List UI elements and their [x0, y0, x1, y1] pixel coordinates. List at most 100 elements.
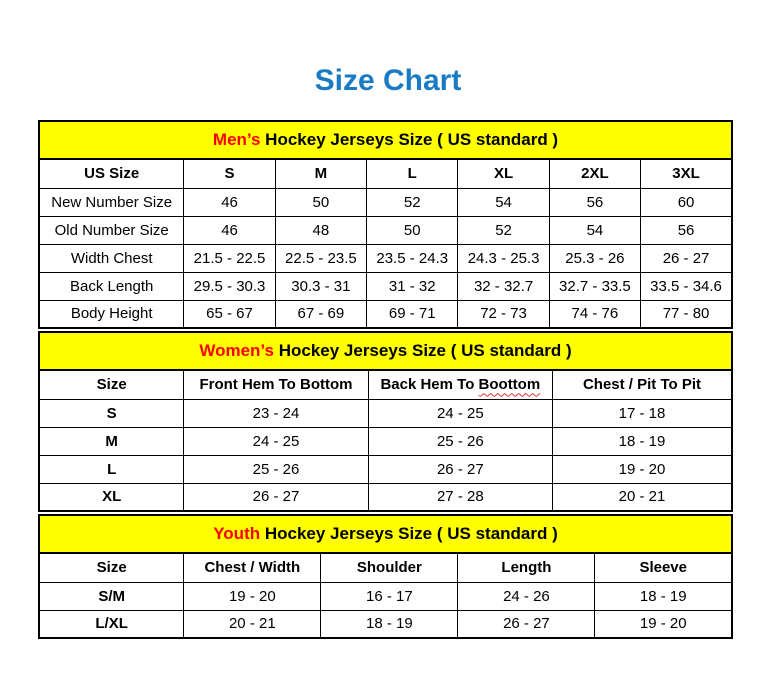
- table-cell: 16 - 17: [320, 581, 459, 611]
- table-row: XL 26 - 27 27 - 28 20 - 21: [38, 482, 733, 512]
- row-label: L: [38, 454, 185, 484]
- mens-section-title-highlight: Men’s: [212, 130, 261, 149]
- table-cell: 54: [457, 187, 550, 217]
- table-cell: 22.5 - 23.5: [274, 243, 368, 273]
- table-cell: 52: [366, 187, 459, 217]
- table-cell: 32 - 32.7: [457, 271, 550, 301]
- mens-header-row: US Size S M L XL 2XL 3XL: [38, 158, 733, 189]
- table-cell: 21.5 - 22.5: [183, 243, 276, 273]
- table-cell: 20 - 21: [183, 609, 322, 639]
- row-label: Width Chest: [38, 243, 185, 273]
- column-header: XL: [457, 158, 550, 189]
- table-cell: 26 - 27: [457, 609, 596, 639]
- table-cell: 24 - 25: [367, 398, 553, 428]
- table-cell: 33.5 - 34.6: [640, 271, 733, 301]
- row-label: M: [38, 426, 185, 456]
- youth-section-title-highlight: Youth: [213, 524, 261, 543]
- table-cell: 50: [274, 187, 368, 217]
- mens-size-table: Men’s Hockey Jerseys Size ( US standard …: [38, 120, 733, 329]
- table-cell: 77 - 80: [640, 299, 733, 329]
- size-chart-tables: Men’s Hockey Jerseys Size ( US standard …: [38, 120, 733, 639]
- table-cell: 19 - 20: [551, 454, 733, 484]
- table-row: New Number Size 46 50 52 54 56 60: [38, 187, 733, 217]
- column-header: Shoulder: [320, 552, 459, 583]
- table-cell: 29.5 - 30.3: [183, 271, 276, 301]
- table-cell: 74 - 76: [548, 299, 642, 329]
- youth-section-title: Youth Hockey Jerseys Size ( US standard …: [38, 514, 733, 554]
- table-cell: 67 - 69: [274, 299, 368, 329]
- womens-section-title: Women’s Hockey Jerseys Size ( US standar…: [38, 331, 733, 371]
- table-cell: 24.3 - 25.3: [457, 243, 550, 273]
- table-cell: 26 - 27: [183, 482, 369, 512]
- table-cell: 18 - 19: [594, 581, 733, 611]
- table-cell: 24 - 25: [183, 426, 369, 456]
- table-cell: 48: [274, 215, 368, 245]
- table-row: Body Height 65 - 67 67 - 69 69 - 71 72 -…: [38, 299, 733, 329]
- table-cell: 32.7 - 33.5: [548, 271, 642, 301]
- column-header: 3XL: [640, 158, 733, 189]
- column-header: US Size: [38, 158, 185, 189]
- womens-section-title-highlight: Women’s: [199, 341, 274, 360]
- table-cell: 52: [457, 215, 550, 245]
- table-cell: 31 - 32: [366, 271, 459, 301]
- youth-size-table: Youth Hockey Jerseys Size ( US standard …: [38, 514, 733, 639]
- table-cell: 20 - 21: [551, 482, 733, 512]
- table-cell: 18 - 19: [551, 426, 733, 456]
- column-header: Size: [38, 369, 185, 400]
- table-row: L 25 - 26 26 - 27 19 - 20: [38, 454, 733, 484]
- row-label: Body Height: [38, 299, 185, 329]
- table-row: Width Chest 21.5 - 22.5 22.5 - 23.5 23.5…: [38, 243, 733, 273]
- youth-section-title-rest: Hockey Jerseys Size ( US standard ): [260, 524, 558, 543]
- table-cell: 54: [548, 215, 642, 245]
- table-row: S 23 - 24 24 - 25 17 - 18: [38, 398, 733, 428]
- youth-header-row: Size Chest / Width Shoulder Length Sleev…: [38, 552, 733, 583]
- womens-size-table: Women’s Hockey Jerseys Size ( US standar…: [38, 331, 733, 512]
- misspelled-word: Boottom: [478, 376, 541, 394]
- womens-header-row: Size Front Hem To Bottom Back Hem To Boo…: [38, 369, 733, 400]
- mens-section-title-rest: Hockey Jerseys Size ( US standard ): [260, 130, 559, 149]
- table-cell: 26 - 27: [640, 243, 733, 273]
- row-label: Back Length: [38, 271, 185, 301]
- table-row: L/XL 20 - 21 18 - 19 26 - 27 19 - 20: [38, 609, 733, 639]
- table-cell: 25.3 - 26: [548, 243, 642, 273]
- column-header: 2XL: [548, 158, 642, 189]
- row-label: Old Number Size: [38, 215, 185, 245]
- column-header: L: [366, 158, 459, 189]
- column-header: Sleeve: [594, 552, 733, 583]
- column-header: Chest / Pit To Pit: [551, 369, 733, 400]
- row-label: L/XL: [38, 609, 185, 639]
- page-title: Size Chart: [314, 64, 462, 97]
- table-cell: 18 - 19: [320, 609, 459, 639]
- womens-band-row: Women’s Hockey Jerseys Size ( US standar…: [38, 331, 733, 371]
- womens-section-title-rest: Hockey Jerseys Size ( US standard ): [273, 341, 572, 360]
- table-cell: 56: [548, 187, 642, 217]
- table-row: S/M 19 - 20 16 - 17 24 - 26 18 - 19: [38, 581, 733, 611]
- column-header: Size: [38, 552, 185, 583]
- table-cell: 69 - 71: [366, 299, 459, 329]
- column-header-text: Back Hem To: [380, 376, 479, 394]
- table-row: Back Length 29.5 - 30.3 30.3 - 31 31 - 3…: [38, 271, 733, 301]
- mens-section-title: Men’s Hockey Jerseys Size ( US standard …: [38, 120, 733, 160]
- row-label: S: [38, 398, 185, 428]
- table-cell: 17 - 18: [551, 398, 733, 428]
- column-header-misspelled: Back Hem To Boottom: [367, 369, 553, 400]
- table-cell: 23.5 - 24.3: [366, 243, 459, 273]
- table-cell: 25 - 26: [183, 454, 369, 484]
- table-cell: 26 - 27: [367, 454, 553, 484]
- table-cell: 50: [366, 215, 459, 245]
- row-label: New Number Size: [38, 187, 185, 217]
- mens-band-row: Men’s Hockey Jerseys Size ( US standard …: [38, 120, 733, 160]
- table-cell: 19 - 20: [183, 581, 322, 611]
- column-header: Front Hem To Bottom: [183, 369, 369, 400]
- row-label: S/M: [38, 581, 185, 611]
- table-cell: 30.3 - 31: [274, 271, 368, 301]
- row-label: XL: [38, 482, 185, 512]
- table-row: Old Number Size 46 48 50 52 54 56: [38, 215, 733, 245]
- column-header: Length: [457, 552, 596, 583]
- table-row: M 24 - 25 25 - 26 18 - 19: [38, 426, 733, 456]
- column-header: M: [274, 158, 368, 189]
- table-cell: 27 - 28: [367, 482, 553, 512]
- table-cell: 23 - 24: [183, 398, 369, 428]
- table-cell: 24 - 26: [457, 581, 596, 611]
- table-cell: 72 - 73: [457, 299, 550, 329]
